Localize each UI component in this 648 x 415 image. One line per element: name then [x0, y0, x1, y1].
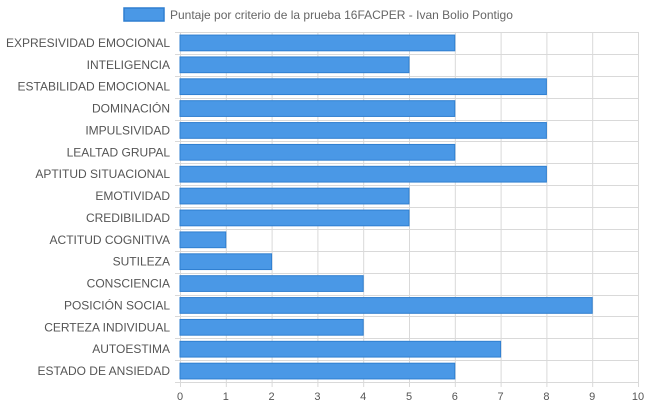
category-label: CONSCIENCIA: [87, 277, 170, 291]
category-label: AUTOESTIMA: [92, 342, 170, 356]
category-label: EXPRESIVIDAD EMOCIONAL: [6, 36, 170, 50]
x-tick-label: 1: [223, 391, 229, 403]
bar[interactable]: [179, 253, 273, 271]
bar[interactable]: [179, 187, 410, 205]
category-label: APTITUD SITUACIONAL: [35, 167, 170, 181]
category-label: ESTADO DE ANSIEDAD: [38, 364, 171, 378]
bar[interactable]: [179, 78, 547, 96]
category-label: ESTABILIDAD EMOCIONAL: [18, 80, 171, 94]
bar[interactable]: [179, 56, 410, 74]
bar[interactable]: [179, 165, 547, 183]
y-axis-labels: EXPRESIVIDAD EMOCIONAL INTELIGENCIA ESTABI…: [6, 36, 170, 378]
x-tick-label: 5: [406, 391, 412, 403]
category-label: SUTILEZA: [113, 255, 170, 269]
category-label: POSICIÓN SOCIAL: [64, 297, 170, 312]
category-label: ACTITUD COGNITIVA: [50, 233, 170, 247]
bar[interactable]: [179, 275, 364, 292]
bar[interactable]: [179, 340, 502, 358]
bars: [179, 34, 593, 380]
bar[interactable]: [179, 100, 456, 117]
legend-swatch: [123, 7, 165, 22]
category-label: EMOTIVIDAD: [95, 189, 170, 203]
x-tick-label: 6: [452, 391, 458, 403]
category-label: CERTEZA INDIVIDUAL: [44, 320, 170, 334]
legend[interactable]: Puntaje por criterio de la prueba 16FACP…: [123, 7, 513, 22]
x-tick-label: 4: [360, 391, 366, 403]
x-tick-label: 10: [632, 391, 644, 403]
category-label: CREDIBILIDAD: [86, 211, 170, 225]
bar[interactable]: [179, 297, 593, 314]
bar[interactable]: [179, 209, 410, 227]
category-label: INTELIGENCIA: [87, 58, 170, 72]
x-tick-label: 9: [589, 391, 595, 403]
category-label: IMPULSIVIDAD: [85, 123, 170, 137]
bar[interactable]: [179, 143, 456, 161]
x-axis-labels: 0 1 2 3 4 5 6 7 8 9 10: [177, 391, 644, 403]
legend-label: Puntaje por criterio de la prueba 16FACP…: [170, 8, 513, 22]
x-tick-label: 8: [543, 391, 549, 403]
x-tick-label: 7: [498, 391, 504, 403]
bar[interactable]: [179, 318, 364, 336]
x-tick-label: 2: [269, 391, 275, 403]
bar[interactable]: [179, 362, 456, 380]
x-tick-label: 3: [314, 391, 320, 403]
bar[interactable]: [179, 34, 456, 52]
category-label: DOMINACIÓN: [92, 101, 170, 116]
x-tick-label: 0: [177, 391, 183, 403]
category-label: LEALTAD GRUPAL: [67, 145, 171, 159]
bar[interactable]: [179, 231, 227, 249]
bar[interactable]: [179, 122, 547, 139]
